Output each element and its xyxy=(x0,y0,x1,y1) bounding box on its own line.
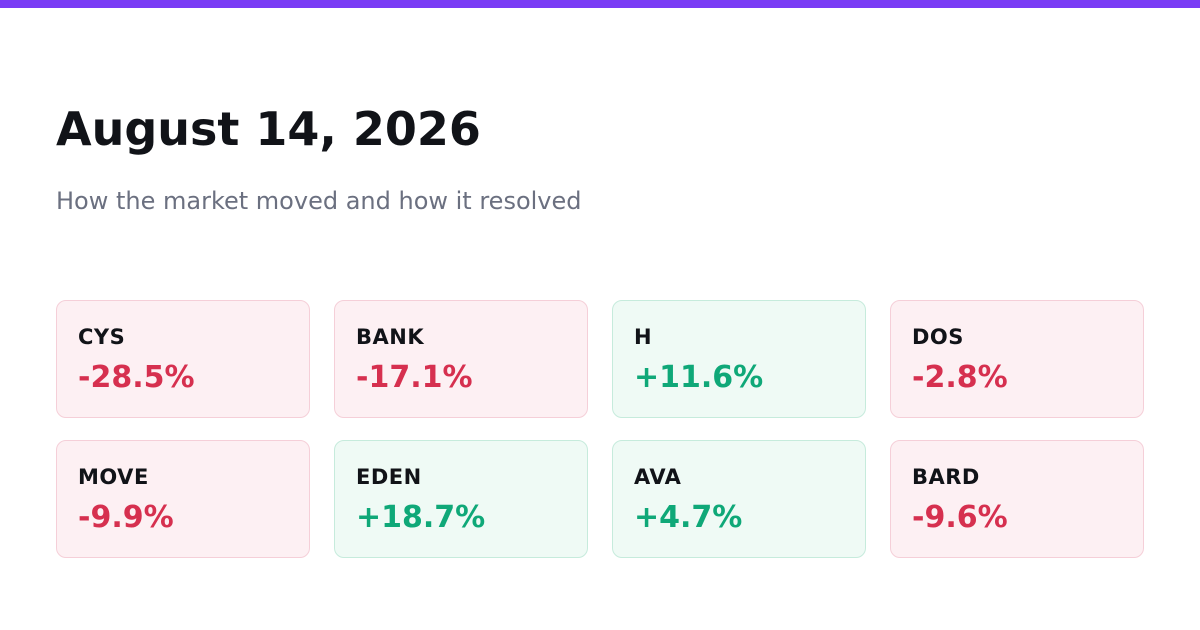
top-bar xyxy=(0,0,1200,8)
ticker-card: DOS -2.8% xyxy=(890,300,1144,418)
price-change: -9.9% xyxy=(78,500,174,535)
ticker-symbol: BARD xyxy=(912,465,980,489)
price-change: +11.6% xyxy=(634,360,764,395)
price-change: -2.8% xyxy=(912,360,1008,395)
ticker-symbol: AVA xyxy=(634,465,682,489)
ticker-card: CYS -28.5% xyxy=(56,300,310,418)
title: August 14, 2026 xyxy=(56,102,481,156)
ticker-symbol: H xyxy=(634,325,653,349)
ticker-symbol: CYS xyxy=(78,325,126,349)
ticker-card: MOVE -9.9% xyxy=(56,440,310,558)
ticker-symbol: DOS xyxy=(912,325,964,349)
ticker-card: H +11.6% xyxy=(612,300,866,418)
subtitle: How the market moved and how it resolved xyxy=(56,187,582,215)
ticker-symbol: BANK xyxy=(356,325,425,349)
price-change: +4.7% xyxy=(634,500,743,535)
ticker-symbol: MOVE xyxy=(78,465,149,489)
ticker-card: BARD -9.6% xyxy=(890,440,1144,558)
card-grid: CYS -28.5% BANK -17.1% H +11.6% DOS -2.8% MOVE -9… xyxy=(56,300,1144,558)
ticker-symbol: EDEN xyxy=(356,465,422,489)
ticker-card: AVA +4.7% xyxy=(612,440,866,558)
price-change: -17.1% xyxy=(356,360,473,395)
ticker-card: BANK -17.1% xyxy=(334,300,588,418)
price-change: -28.5% xyxy=(78,360,195,395)
ticker-card: EDEN +18.7% xyxy=(334,440,588,558)
price-change: -9.6% xyxy=(912,500,1008,535)
price-change: +18.7% xyxy=(356,500,486,535)
